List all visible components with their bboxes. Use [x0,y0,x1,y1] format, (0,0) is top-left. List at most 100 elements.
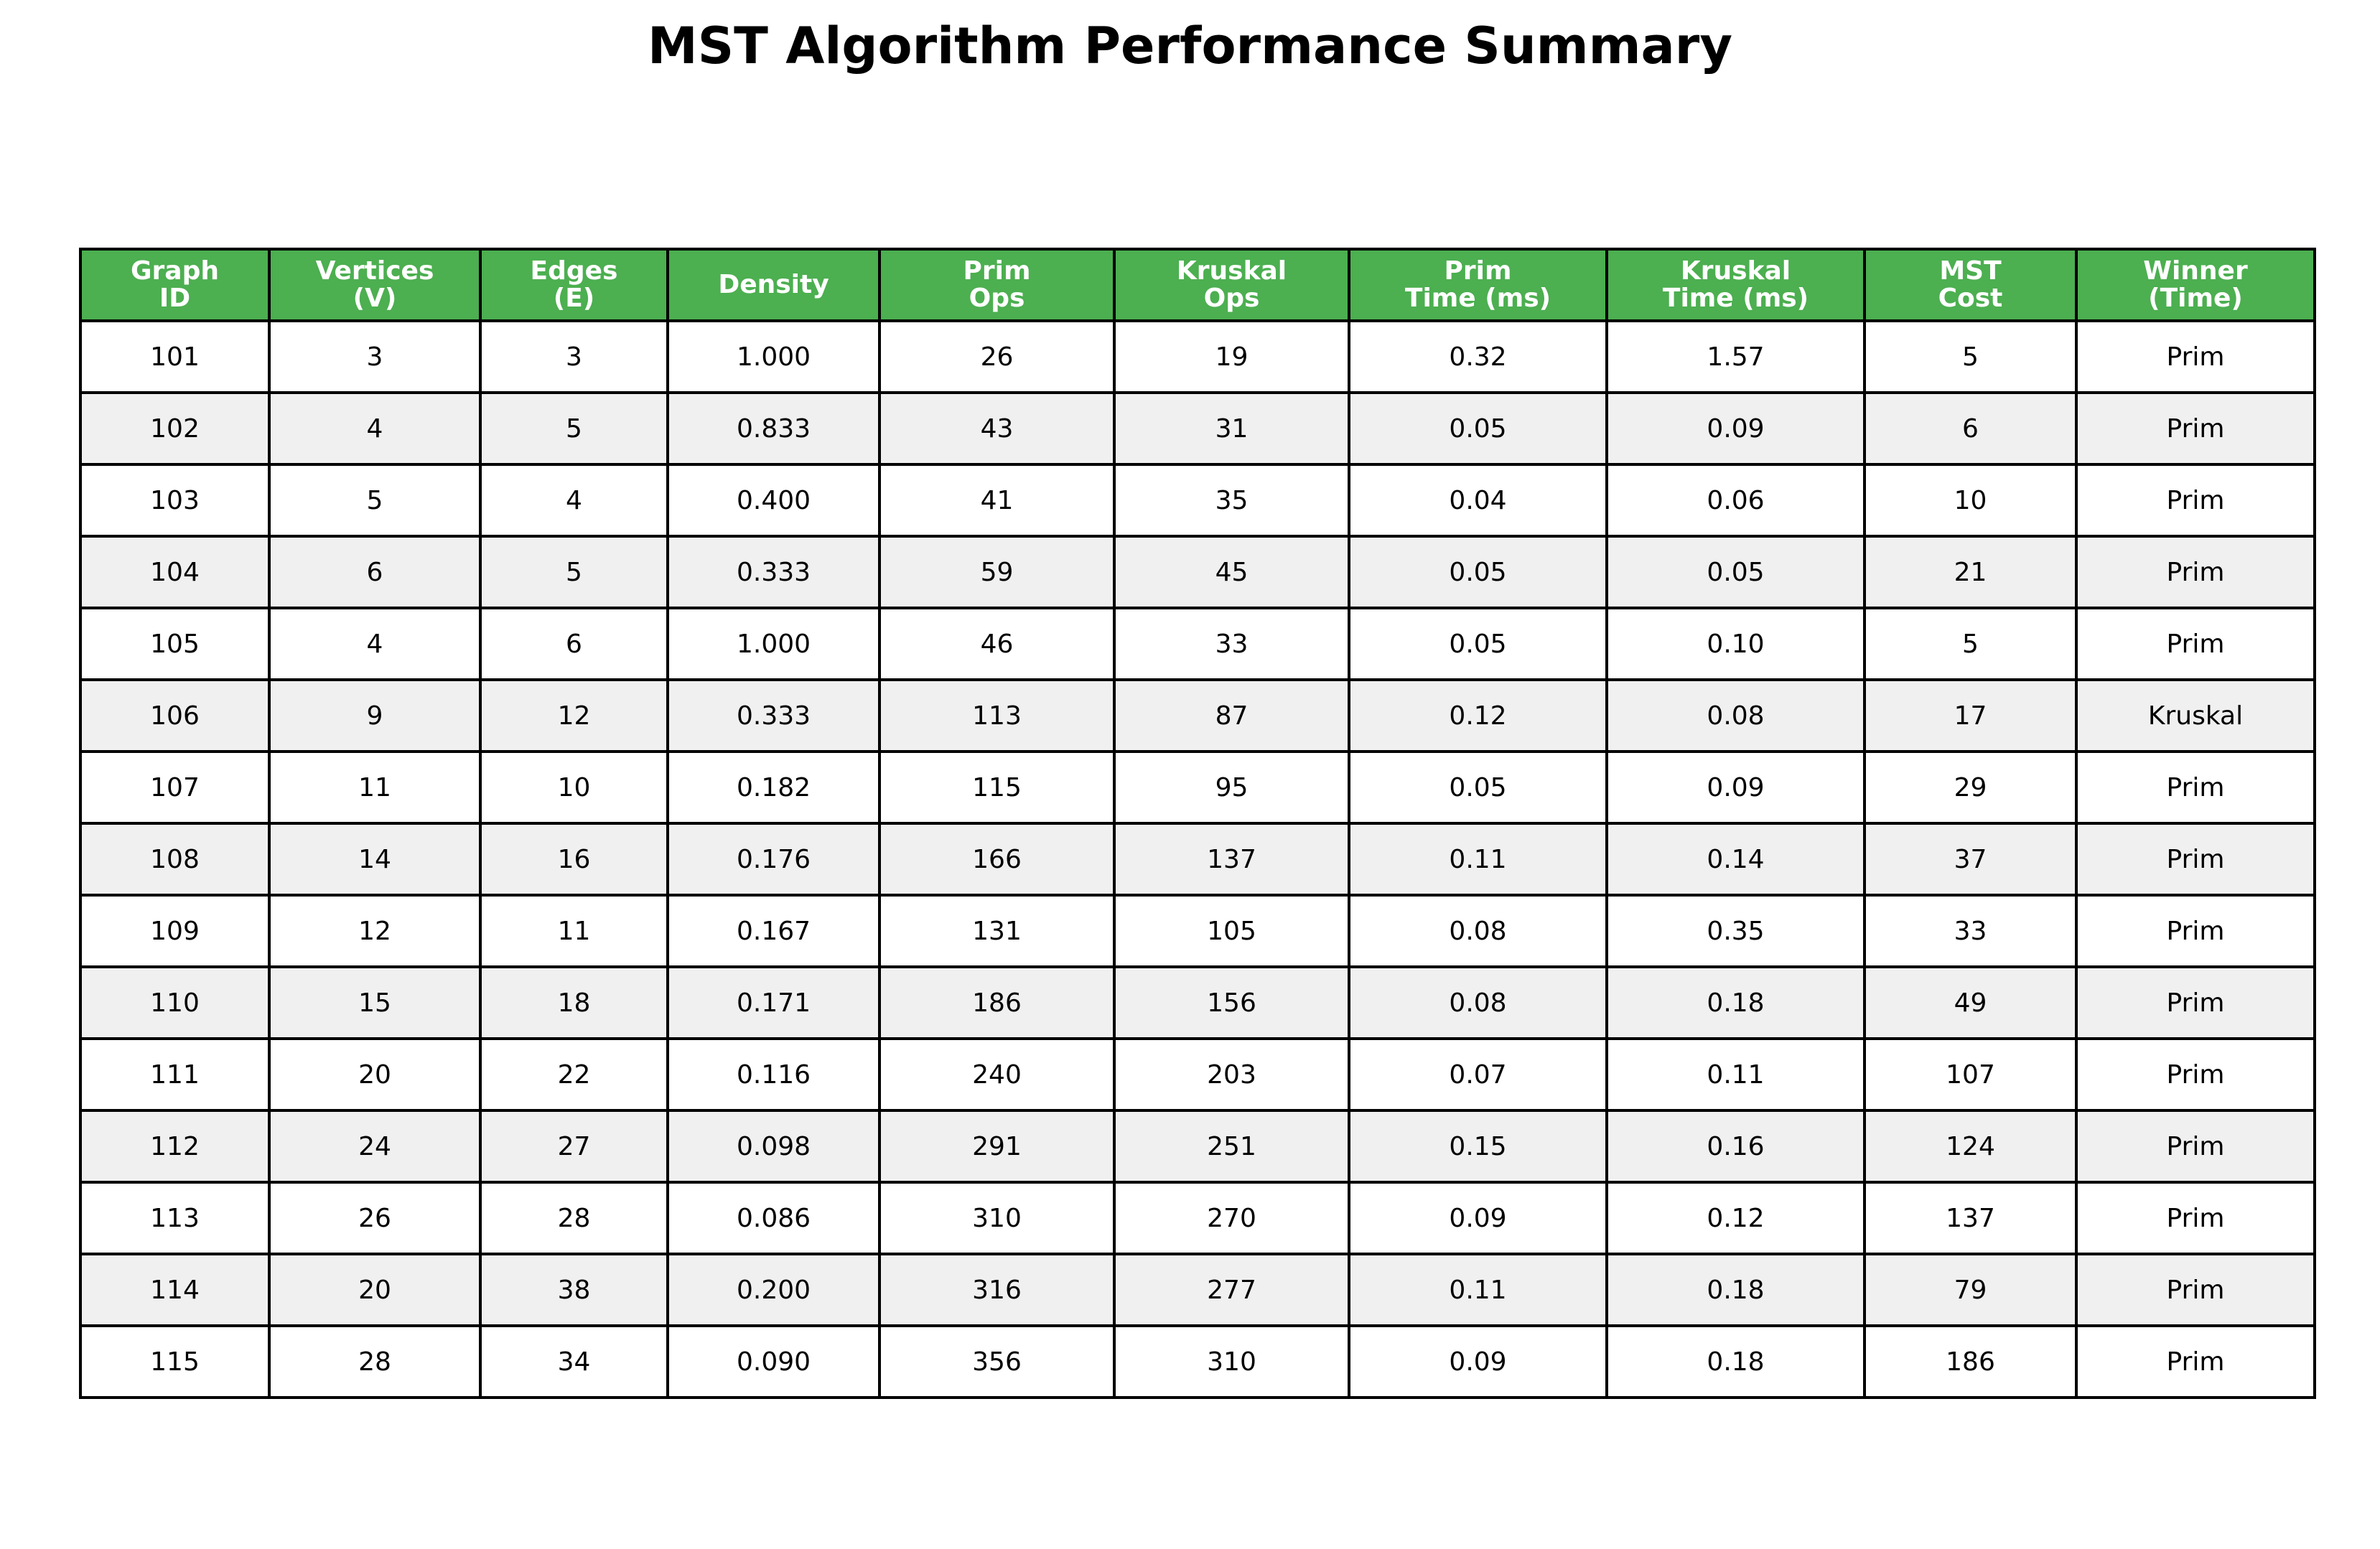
table-cell-density: 0.171 [666,965,881,1040]
table-cell-edges: 5 [479,535,669,609]
table-cell-density: 1.000 [666,319,881,394]
table-cell-winner: Prim [2075,319,2316,394]
table-cell-kruskal-ops: 33 [1113,607,1350,681]
table-cell-graph-id: 112 [79,1109,271,1184]
table-cell-graph-id: 103 [79,463,271,538]
column-header-line: Graph [131,256,219,286]
table-cell-winner: Kruskal [2075,678,2316,753]
table-cell-density: 0.333 [666,535,881,609]
column-header-line: Edges [530,256,618,286]
column-header-vertices: Vertices (V) [268,248,482,322]
table-cell-edges: 12 [479,678,669,753]
table-cell-graph-id: 101 [79,319,271,394]
table-cell-edges: 16 [479,822,669,897]
table-cell-edges: 10 [479,750,669,825]
table-cell-prim-time: 0.11 [1348,1253,1608,1327]
table-cell-winner: Prim [2075,391,2316,466]
table-row: 104 6 5 0.333 59 45 0.05 0.05 21 Prim [79,535,2316,609]
table-row: 106 9 12 0.333 113 87 0.12 0.08 17 Kruskal [79,678,2316,753]
table-cell-graph-id: 104 [79,535,271,609]
table-cell-edges: 38 [479,1253,669,1327]
table-cell-kruskal-time: 0.05 [1605,535,1866,609]
table-cell-density: 0.176 [666,822,881,897]
column-header-line: Prim [1444,256,1512,286]
table-cell-mst-cost: 5 [1863,319,2078,394]
table-cell-vertices: 5 [268,463,482,538]
column-header-line: MST [1939,256,2002,286]
table-cell-density: 0.400 [666,463,881,538]
table-cell-prim-ops: 186 [878,965,1116,1040]
table-row: 114 20 38 0.200 316 277 0.11 0.18 79 Prim [79,1253,2316,1327]
table-cell-prim-time: 0.32 [1348,319,1608,394]
table-cell-vertices: 4 [268,391,482,466]
table-cell-vertices: 28 [268,1324,482,1399]
table-cell-mst-cost: 124 [1863,1109,2078,1184]
table-cell-prim-time: 0.05 [1348,750,1608,825]
table-cell-prim-ops: 41 [878,463,1116,538]
table-cell-kruskal-time: 0.35 [1605,894,1866,968]
table-cell-kruskal-time: 0.16 [1605,1109,1866,1184]
table-cell-prim-time: 0.09 [1348,1181,1608,1255]
table-cell-vertices: 9 [268,678,482,753]
table-cell-prim-time: 0.07 [1348,1037,1608,1112]
table-cell-prim-ops: 115 [878,750,1116,825]
table-cell-prim-time: 0.11 [1348,822,1608,897]
table-cell-edges: 6 [479,607,669,681]
table-cell-kruskal-ops: 251 [1113,1109,1350,1184]
table-cell-kruskal-ops: 270 [1113,1181,1350,1255]
table-cell-graph-id: 113 [79,1181,271,1255]
table-row: 108 14 16 0.176 166 137 0.11 0.14 37 Prim [79,822,2316,897]
column-header-winner: Winner (Time) [2075,248,2316,322]
table-row: 110 15 18 0.171 186 156 0.08 0.18 49 Prim [79,965,2316,1040]
table-cell-kruskal-time: 0.18 [1605,1324,1866,1399]
table-cell-kruskal-ops: 45 [1113,535,1350,609]
table-cell-prim-ops: 240 [878,1037,1116,1112]
column-header-line: Vertices [315,256,434,286]
table-row: 107 11 10 0.182 115 95 0.05 0.09 29 Prim [79,750,2316,825]
table-cell-kruskal-ops: 105 [1113,894,1350,968]
table-cell-graph-id: 115 [79,1324,271,1399]
table-cell-edges: 4 [479,463,669,538]
table-cell-vertices: 4 [268,607,482,681]
table-cell-edges: 28 [479,1181,669,1255]
table-cell-mst-cost: 21 [1863,535,2078,609]
table-row: 111 20 22 0.116 240 203 0.07 0.11 107 Prim [79,1037,2316,1112]
table-cell-winner: Prim [2075,535,2316,609]
table-cell-prim-ops: 59 [878,535,1116,609]
table-cell-density: 0.333 [666,678,881,753]
table-cell-prim-time: 0.05 [1348,535,1608,609]
column-header-line: Density [718,270,829,299]
column-header-line: Ops [1203,284,1260,313]
table-cell-density: 0.200 [666,1253,881,1327]
column-header-line: ID [159,284,191,313]
table-cell-vertices: 24 [268,1109,482,1184]
table-cell-mst-cost: 6 [1863,391,2078,466]
column-header-line: Cost [1938,284,2003,313]
table-row: 105 4 6 1.000 46 33 0.05 0.10 5 Prim [79,607,2316,681]
table-cell-winner: Prim [2075,894,2316,968]
table-cell-prim-ops: 113 [878,678,1116,753]
table-cell-density: 0.833 [666,391,881,466]
table-cell-density: 0.090 [666,1324,881,1399]
table-cell-prim-ops: 46 [878,607,1116,681]
table-cell-prim-ops: 316 [878,1253,1116,1327]
table-row: 102 4 5 0.833 43 31 0.05 0.09 6 Prim [79,391,2316,466]
table-cell-kruskal-ops: 35 [1113,463,1350,538]
table-cell-kruskal-ops: 87 [1113,678,1350,753]
table-cell-edges: 5 [479,391,669,466]
table-cell-kruskal-time: 0.11 [1605,1037,1866,1112]
table-cell-prim-ops: 166 [878,822,1116,897]
table-cell-vertices: 6 [268,535,482,609]
table-row: 115 28 34 0.090 356 310 0.09 0.18 186 Prim [79,1324,2316,1399]
table-cell-winner: Prim [2075,1253,2316,1327]
table-body: 101 3 3 1.000 26 19 0.32 1.57 5 Prim 102 4 5 0.833 43 3… [79,319,2316,1399]
column-header-line: Prim [963,256,1031,286]
column-header-density: Density [666,248,881,322]
table-cell-density: 0.167 [666,894,881,968]
table-cell-mst-cost: 37 [1863,822,2078,897]
table-cell-vertices: 11 [268,750,482,825]
table-cell-winner: Prim [2075,607,2316,681]
table-cell-prim-time: 0.09 [1348,1324,1608,1399]
table-cell-graph-id: 108 [79,822,271,897]
table-cell-vertices: 14 [268,822,482,897]
